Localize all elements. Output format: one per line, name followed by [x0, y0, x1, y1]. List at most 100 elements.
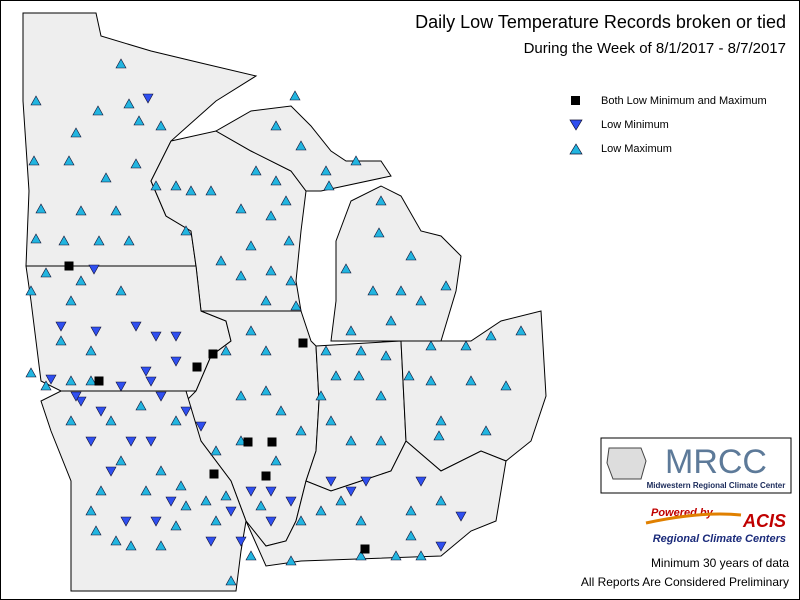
marker-low-maximum [85, 505, 97, 516]
marker-low-maximum [235, 270, 247, 281]
marker-both [243, 437, 253, 447]
marker-low-maximum [330, 370, 342, 381]
marker-low-maximum [435, 495, 447, 506]
legend-label: Low Minimum [601, 119, 669, 131]
marker-low-minimum [435, 541, 447, 552]
marker-low-minimum [195, 421, 207, 432]
marker-low-minimum [55, 321, 67, 332]
marker-low-maximum [245, 240, 257, 251]
marker-low-maximum [250, 165, 262, 176]
marker-low-maximum [375, 435, 387, 446]
legend-up [569, 143, 583, 155]
marker-low-maximum [65, 295, 77, 306]
marker-low-maximum [290, 300, 302, 311]
marker-low-minimum [180, 406, 192, 417]
marker-low-maximum [320, 345, 332, 356]
marker-low-minimum [235, 536, 247, 547]
marker-low-maximum [335, 495, 347, 506]
marker-low-minimum [88, 264, 100, 275]
marker-low-minimum [170, 356, 182, 367]
marker-low-minimum [75, 396, 87, 407]
marker-low-maximum [200, 495, 212, 506]
marker-low-maximum [110, 205, 122, 216]
marker-low-maximum [289, 90, 301, 101]
legend: Both Low Minimum and Maximum Low Minimum… [569, 95, 767, 155]
marker-low-minimum [155, 391, 167, 402]
marker-low-maximum [140, 485, 152, 496]
station-markers [25, 58, 527, 586]
marker-low-maximum [35, 203, 47, 214]
marker-low-minimum [45, 374, 57, 385]
marker-low-minimum [105, 466, 117, 477]
marker-low-maximum [245, 550, 257, 561]
marker-low-maximum [265, 210, 277, 221]
marker-low-maximum [170, 180, 182, 191]
marker-low-maximum [260, 385, 272, 396]
marker-low-maximum [270, 120, 282, 131]
marker-low-maximum [40, 267, 52, 278]
marker-low-maximum [460, 340, 472, 351]
marker-low-maximum [323, 180, 335, 191]
marker-low-maximum [115, 285, 127, 296]
marker-low-minimum [145, 376, 157, 387]
marker-low-maximum [30, 95, 42, 106]
marker-both [208, 349, 218, 359]
marker-low-maximum [480, 425, 492, 436]
legend-label: Low Maximum [601, 143, 672, 155]
marker-low-maximum [90, 525, 102, 536]
marker-low-maximum [85, 345, 97, 356]
marker-both [94, 376, 104, 386]
marker-low-maximum [65, 415, 77, 426]
marker-low-maximum [500, 380, 512, 391]
marker-both [360, 544, 370, 554]
marker-low-maximum [245, 325, 257, 336]
marker-low-maximum [403, 370, 415, 381]
marker-low-maximum [40, 380, 52, 391]
marker-low-maximum [350, 155, 362, 166]
marker-low-maximum [315, 505, 327, 516]
marker-low-maximum [105, 415, 117, 426]
marker-low-maximum [123, 98, 135, 109]
marker-low-maximum [95, 485, 107, 496]
marker-low-minimum [415, 476, 427, 487]
marker-low-minimum [130, 321, 142, 332]
footnote: Minimum 30 years of data [651, 556, 789, 570]
marker-low-maximum [170, 415, 182, 426]
marker-low-maximum [180, 500, 192, 511]
marker-both [298, 338, 308, 348]
marker-low-maximum [285, 275, 297, 286]
marker-low-maximum [155, 465, 167, 476]
marker-both [267, 437, 277, 447]
logo-name: MRCC [665, 443, 767, 481]
marker-low-maximum [270, 455, 282, 466]
logo-full-name: Midwestern Regional Climate Center [647, 481, 786, 490]
marker-both [192, 362, 202, 372]
marker-low-maximum [340, 263, 352, 274]
marker-low-maximum [405, 250, 417, 261]
marker-low-maximum [130, 158, 142, 169]
marker-low-maximum [55, 335, 67, 346]
marker-low-maximum [235, 203, 247, 214]
marker-low-minimum [90, 326, 102, 337]
marker-low-maximum [355, 515, 367, 526]
marker-low-maximum [325, 415, 337, 426]
marker-low-maximum [295, 515, 307, 526]
marker-low-maximum [405, 530, 417, 541]
marker-low-maximum [205, 185, 217, 196]
marker-low-maximum [265, 265, 277, 276]
marker-low-maximum [150, 180, 162, 191]
marker-low-minimum [125, 436, 137, 447]
marker-low-maximum [180, 225, 192, 236]
legend-square [571, 96, 580, 105]
marker-low-minimum [95, 406, 107, 417]
marker-low-maximum [65, 375, 77, 386]
marker-low-maximum [260, 345, 272, 356]
marker-low-maximum [225, 575, 237, 586]
marker-low-maximum [123, 235, 135, 246]
marker-low-maximum [155, 540, 167, 551]
marker-low-maximum [270, 175, 282, 186]
marker-low-maximum [255, 500, 267, 511]
acis-tagline: Regional Climate Centers [653, 533, 786, 545]
marker-low-maximum [135, 400, 147, 411]
